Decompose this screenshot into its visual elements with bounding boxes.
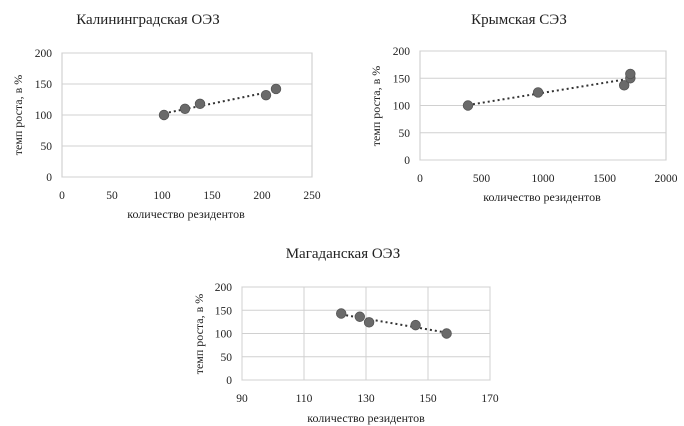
y-tick-label: 100 xyxy=(393,101,411,113)
y-tick-label: 50 xyxy=(399,128,411,140)
y-tick-label: 200 xyxy=(215,282,233,294)
y-axis-label: темп роста, в % xyxy=(11,75,25,156)
x-tick-label: 110 xyxy=(296,393,313,405)
y-tick-label: 150 xyxy=(393,73,411,85)
y-tick-label: 0 xyxy=(46,172,52,184)
x-tick-label: 130 xyxy=(357,393,375,405)
chart-title: Магаданская ОЭЗ xyxy=(286,246,401,262)
x-tick-label: 150 xyxy=(419,393,437,405)
y-tick-label: 150 xyxy=(215,305,233,317)
data-point xyxy=(336,308,347,319)
data-point xyxy=(363,317,375,328)
y-tick-label: 100 xyxy=(35,110,53,122)
x-tick-label: 100 xyxy=(153,190,171,202)
chart-title: Крымская СЭЗ xyxy=(471,12,567,28)
data-point xyxy=(260,89,272,101)
y-axis-label: темп роста, в % xyxy=(192,294,206,375)
x-tick-label: 90 xyxy=(236,393,248,405)
data-point xyxy=(179,103,191,115)
x-tick-label: 200 xyxy=(253,190,271,202)
trendline xyxy=(163,89,277,115)
x-tick-label: 500 xyxy=(473,173,491,185)
data-point xyxy=(158,109,170,121)
y-tick-label: 0 xyxy=(404,155,410,167)
x-tick-label: 250 xyxy=(303,190,321,202)
y-tick-label: 200 xyxy=(393,46,411,58)
y-tick-label: 0 xyxy=(226,375,232,387)
x-tick-label: 150 xyxy=(203,190,221,202)
data-point xyxy=(354,311,366,322)
y-tick-label: 200 xyxy=(35,48,53,60)
x-axis-label: количество резидентов xyxy=(127,207,245,221)
chart-title: Калининградская ОЭЗ xyxy=(76,12,220,28)
x-axis-label: количество резидентов xyxy=(483,190,601,204)
data-point xyxy=(194,98,206,110)
x-tick-label: 50 xyxy=(106,190,118,202)
data-point xyxy=(441,328,452,339)
y-axis-label: темп роста, в % xyxy=(369,66,383,147)
data-point xyxy=(270,83,282,95)
x-axis-label: количество резидентов xyxy=(307,411,425,425)
data-point xyxy=(462,100,474,111)
y-tick-label: 50 xyxy=(221,352,233,364)
data-point xyxy=(410,319,421,331)
y-tick-label: 100 xyxy=(215,329,233,341)
chart-3: 0 50 100 150 200 90 110 130 150 170 Магаданская ОЭ… xyxy=(192,246,499,425)
x-tick-label: 170 xyxy=(481,393,499,405)
y-tick-label: 150 xyxy=(35,79,53,91)
chart-1: 0 50 100 150 200 0 50 100 150 200 250 Калининградск… xyxy=(11,12,321,221)
x-tick-label: 0 xyxy=(417,173,423,185)
x-tick-label: 2000 xyxy=(655,173,678,185)
x-tick-label: 0 xyxy=(59,190,65,202)
y-tick-label: 50 xyxy=(41,141,53,153)
x-tick-label: 1500 xyxy=(593,173,616,185)
data-point xyxy=(532,87,544,98)
data-point xyxy=(625,68,636,80)
data-point xyxy=(618,80,630,91)
x-tick-label: 1000 xyxy=(532,173,555,185)
